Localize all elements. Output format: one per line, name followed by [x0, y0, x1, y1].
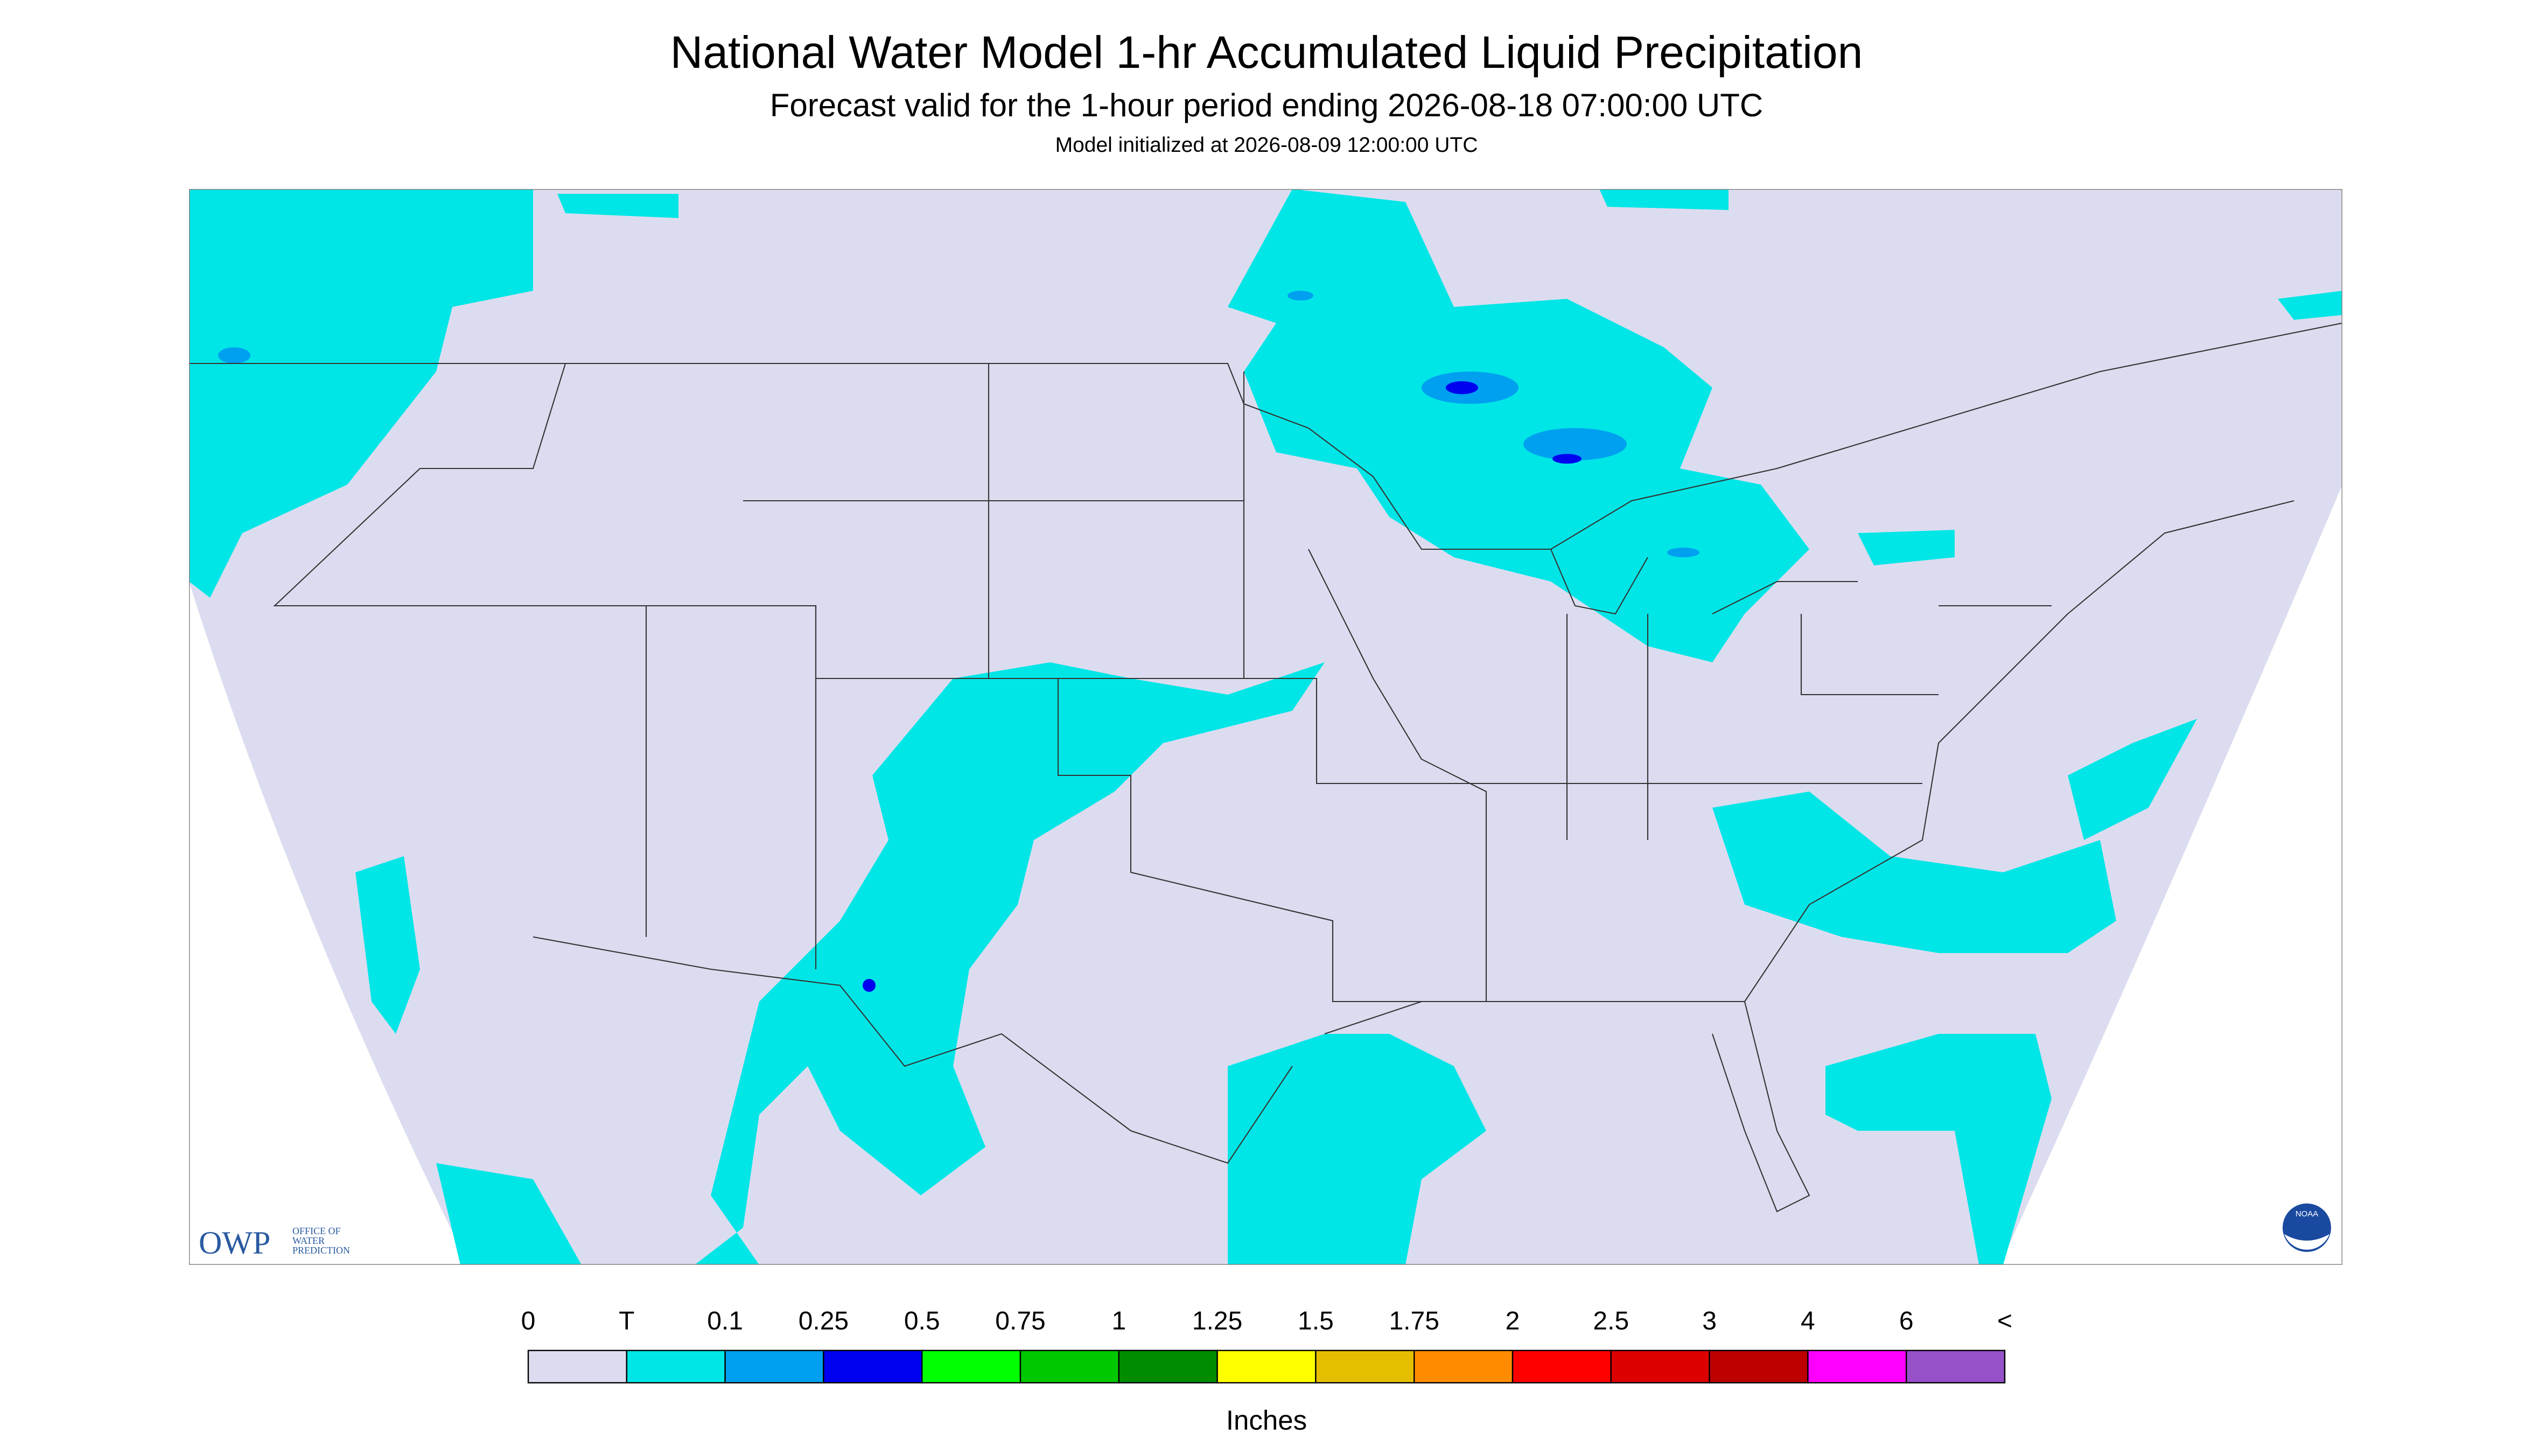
- title: National Water Model 1-hr Accumulated Li…: [670, 27, 1863, 78]
- heavier-precip: [218, 291, 1699, 992]
- legend-unit: Inches: [1226, 1405, 1307, 1436]
- logo-text: PREDICTION: [292, 1245, 350, 1256]
- legend-label: 0.5: [904, 1307, 940, 1335]
- legend-label: T: [619, 1307, 634, 1335]
- map: OWP OFFICE OF WATER PREDICTION NOAA: [189, 189, 2342, 1265]
- legend-label: 1.75: [1389, 1307, 1439, 1335]
- init-note: Model initialized at 2026-08-09 12:00:00…: [1055, 134, 1478, 157]
- legend-label: 0.75: [995, 1307, 1045, 1335]
- legend-swatch: [527, 1349, 628, 1384]
- legend-swatch: [1807, 1349, 1907, 1384]
- logo-owp: OWP: [199, 1225, 270, 1261]
- legend-swatch: [1315, 1349, 1415, 1384]
- legend-label: <: [1997, 1307, 2012, 1335]
- legend-swatch: [921, 1349, 1021, 1384]
- boundaries: [189, 322, 2342, 1213]
- legend-swatch: [1414, 1349, 1514, 1384]
- legend-swatch: [1118, 1349, 1218, 1384]
- legend-label: 0.1: [707, 1307, 743, 1335]
- legend-label: 1.25: [1192, 1307, 1242, 1335]
- legend-swatch: [1709, 1349, 1809, 1384]
- legend-label: 0: [521, 1307, 536, 1335]
- legend-label: 1: [1111, 1307, 1126, 1335]
- color-legend: 0 T 0.1 0.25 0.5 0.75 1 1.25 1.5 1.75 2 2.5 3 4 6 <: [521, 1307, 2012, 1384]
- legend-label: 3: [1702, 1307, 1717, 1335]
- logo-text: WATER: [292, 1235, 325, 1246]
- legend-swatch: [1905, 1349, 2006, 1384]
- legend-swatch: [823, 1349, 923, 1384]
- legend-label: 2.5: [1593, 1307, 1629, 1335]
- legend-label: 2: [1506, 1307, 1520, 1335]
- noaa-text: NOAA: [2296, 1209, 2319, 1219]
- legend-swatch: [724, 1349, 824, 1384]
- legend-label: 0.25: [799, 1307, 849, 1335]
- legend-swatch: [626, 1349, 726, 1384]
- legend-label: 6: [1899, 1307, 1914, 1335]
- precip-area: [189, 189, 2342, 1265]
- legend-swatch: [1216, 1349, 1317, 1384]
- legend-label: 4: [1801, 1307, 1815, 1335]
- legend-label: 1.5: [1298, 1307, 1334, 1335]
- legend-swatch: [1610, 1349, 1710, 1384]
- subtitle: Forecast valid for the 1-hour period end…: [770, 87, 1763, 123]
- legend-swatch: [1512, 1349, 1612, 1384]
- legend-swatch: [1019, 1349, 1120, 1384]
- logo-text: OFFICE OF: [292, 1226, 341, 1236]
